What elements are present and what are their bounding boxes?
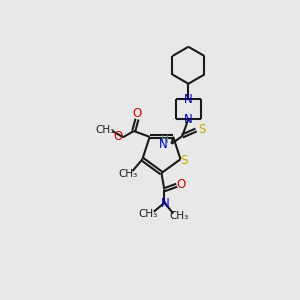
Text: CH₃: CH₃: [138, 209, 157, 219]
Text: O: O: [113, 130, 122, 143]
Text: H: H: [161, 135, 168, 145]
Text: S: S: [198, 123, 205, 136]
Text: O: O: [177, 178, 186, 191]
Text: N: N: [184, 93, 193, 106]
Text: CH₃: CH₃: [96, 124, 115, 134]
Text: S: S: [181, 154, 188, 167]
Text: N: N: [159, 138, 168, 151]
Text: O: O: [132, 107, 142, 120]
Text: CH₃: CH₃: [170, 211, 189, 221]
Text: CH₃: CH₃: [118, 169, 137, 179]
Text: N: N: [184, 113, 193, 126]
Text: N: N: [161, 197, 170, 210]
